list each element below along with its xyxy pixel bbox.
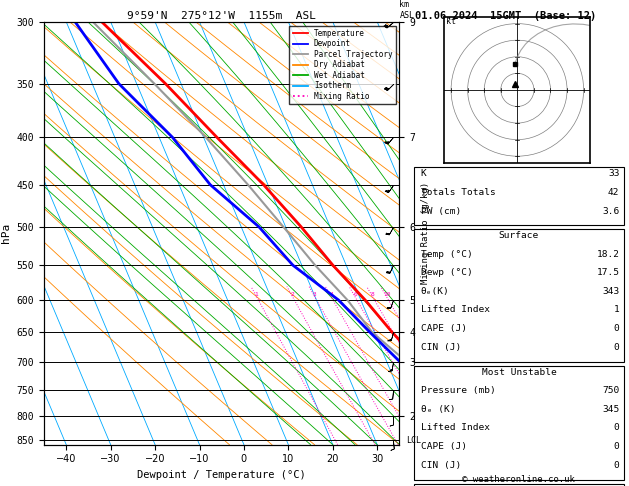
Text: kt: kt — [446, 17, 456, 26]
Text: Dewp (°C): Dewp (°C) — [421, 268, 472, 277]
Text: Pressure (mb): Pressure (mb) — [421, 386, 495, 395]
Text: 0: 0 — [614, 461, 620, 469]
X-axis label: Dewpoint / Temperature (°C): Dewpoint / Temperature (°C) — [137, 470, 306, 480]
Text: 01.06.2024  15GMT  (Base: 12): 01.06.2024 15GMT (Base: 12) — [415, 11, 596, 21]
Text: 0: 0 — [614, 423, 620, 433]
Y-axis label: Mixing Ratio (g/kg): Mixing Ratio (g/kg) — [421, 182, 430, 284]
Text: 345: 345 — [602, 405, 620, 414]
Text: θₑ (K): θₑ (K) — [421, 405, 455, 414]
Text: Temp (°C): Temp (°C) — [421, 250, 472, 259]
Bar — [414, 366, 624, 480]
Text: 1: 1 — [255, 292, 259, 297]
Text: Most Unstable: Most Unstable — [482, 367, 556, 377]
Bar — [414, 167, 624, 225]
Text: © weatheronline.co.uk: © weatheronline.co.uk — [462, 475, 576, 485]
Title: 9°59'N  275°12'W  1155m  ASL: 9°59'N 275°12'W 1155m ASL — [127, 11, 316, 21]
Text: 17.5: 17.5 — [596, 268, 620, 277]
Text: 33: 33 — [608, 170, 620, 178]
Text: 0: 0 — [614, 343, 620, 351]
Text: θₑ(K): θₑ(K) — [421, 287, 449, 296]
Text: Lifted Index: Lifted Index — [421, 423, 489, 433]
Text: K: K — [421, 170, 426, 178]
Text: 750: 750 — [602, 386, 620, 395]
Text: CIN (J): CIN (J) — [421, 343, 461, 351]
Text: 4: 4 — [330, 292, 333, 297]
Text: LCL: LCL — [406, 435, 421, 445]
Bar — [414, 229, 624, 362]
Text: Surface: Surface — [499, 231, 539, 240]
Text: PW (cm): PW (cm) — [421, 207, 461, 216]
Text: 18.2: 18.2 — [596, 250, 620, 259]
Text: 2: 2 — [291, 292, 294, 297]
Text: 1: 1 — [614, 305, 620, 314]
Text: km
ASL: km ASL — [399, 0, 415, 20]
Text: CAPE (J): CAPE (J) — [421, 324, 467, 333]
Text: 343: 343 — [602, 287, 620, 296]
Bar — [414, 484, 624, 486]
Legend: Temperature, Dewpoint, Parcel Trajectory, Dry Adiabat, Wet Adiabat, Isotherm, Mi: Temperature, Dewpoint, Parcel Trajectory… — [289, 26, 396, 104]
Text: 3: 3 — [313, 292, 316, 297]
Y-axis label: hPa: hPa — [1, 223, 11, 243]
Text: CAPE (J): CAPE (J) — [421, 442, 467, 451]
Text: Lifted Index: Lifted Index — [421, 305, 489, 314]
Text: 0: 0 — [614, 324, 620, 333]
Text: 8: 8 — [370, 292, 374, 297]
Text: 10: 10 — [383, 292, 391, 297]
Text: 42: 42 — [608, 188, 620, 197]
Text: CIN (J): CIN (J) — [421, 461, 461, 469]
Text: 0: 0 — [614, 442, 620, 451]
Text: Totals Totals: Totals Totals — [421, 188, 495, 197]
Text: 6: 6 — [353, 292, 357, 297]
Text: 3.6: 3.6 — [602, 207, 620, 216]
